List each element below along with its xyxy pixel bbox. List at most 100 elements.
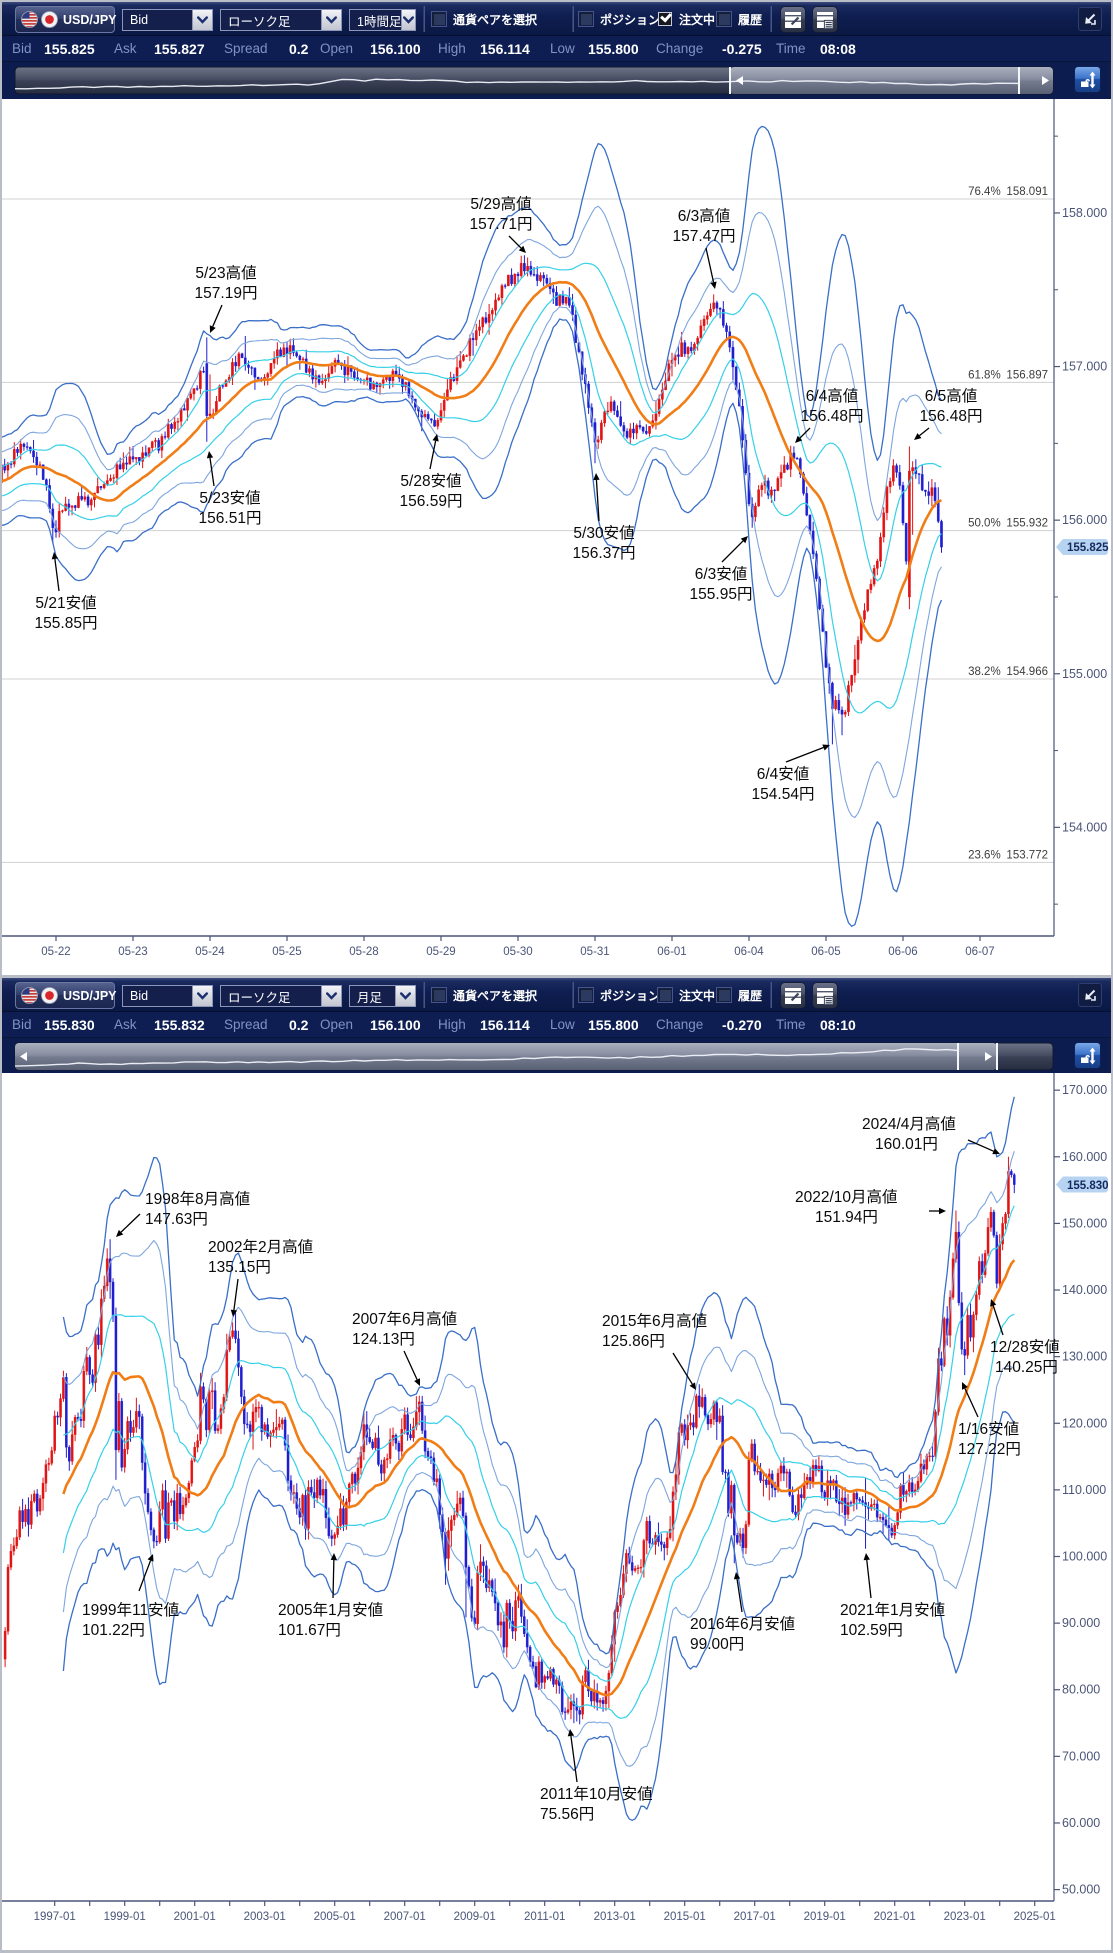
annotation-label: 2005年1月安値 (278, 1601, 383, 1619)
dock-corner-button[interactable] (1078, 7, 1102, 31)
annotation-label: 1999年11安値 (82, 1601, 179, 1619)
bollinger-band-line (2, 293, 942, 714)
position-checkbox[interactable]: ポジション (579, 985, 660, 1005)
annotation-label: 124.13円 (352, 1331, 415, 1348)
x-axis-label: 06-05 (811, 946, 840, 958)
current-price-text: 155.830 (1067, 1180, 1109, 1192)
annotation-arrowhead (206, 451, 214, 459)
list-window-button[interactable] (812, 982, 838, 1009)
select-pair-checkbox[interactable]: 通貨ペアを選択 (432, 9, 537, 29)
annotation-label: 140.25円 (995, 1359, 1058, 1376)
quote-label-ask: Ask (114, 1017, 137, 1032)
x-axis-label: 2009-01 (454, 1911, 496, 1923)
chart-type-dropdown[interactable]: ローソク足 (220, 9, 342, 31)
position-checkbox[interactable]: ポジション (579, 9, 660, 29)
annotation-label: 2002年2月高値 (208, 1238, 313, 1256)
chart-window-button[interactable] (780, 6, 806, 33)
annotation-label: 5/21安値 (35, 594, 96, 612)
y-axis-label: 140.000 (1062, 1283, 1107, 1297)
navigator-track[interactable] (2, 62, 1065, 97)
annotation-arrowhead (863, 1553, 870, 1561)
x-axis-label: 1999-01 (104, 1911, 146, 1923)
annotation-arrow (570, 1735, 578, 1783)
candle-wicks-up (7, 255, 933, 718)
history-checkbox[interactable]: 履歴 (717, 9, 762, 29)
y-axis-label: 90.000 (1062, 1616, 1100, 1630)
quote-value-spread: 0.2 (289, 40, 309, 57)
annotation-arrowhead (116, 1229, 124, 1237)
quote-bar: Bid 155.825 Ask 155.827 Spread 0.2 Open 156.100… (2, 36, 1111, 62)
annotation-label: 2024/4月高値 (862, 1115, 956, 1133)
annotation-arrow (992, 1305, 1004, 1336)
quote-value-spread: 0.2 (289, 1016, 309, 1033)
navigator-range-bar (957, 1043, 959, 1070)
quote-label-low: Low (550, 41, 575, 56)
annotation-arrow (919, 427, 930, 437)
divider (770, 6, 771, 32)
annotation-label: 5/29高値 (470, 195, 531, 213)
currency-pair-button[interactable]: USD/JPY (15, 982, 117, 1009)
quote-value-bid: 155.825 (44, 40, 95, 57)
history-checkbox[interactable]: 履歴 (717, 985, 762, 1005)
price-type-dropdown[interactable]: Bid (122, 9, 213, 31)
quote-value-change: -0.270 (722, 1016, 762, 1033)
currency-pair-button[interactable]: USD/JPY (15, 6, 117, 33)
jp-flag-icon (41, 986, 58, 1005)
annotation-arrowhead (795, 435, 803, 443)
annotation-label: 154.54円 (752, 786, 815, 803)
y-axis-label: 157.000 (1062, 360, 1107, 374)
annotation-label: 156.48円 (801, 408, 864, 425)
annotation-arrowhead (710, 281, 717, 289)
annotation-label: 156.37円 (573, 545, 636, 562)
open-orders-checkbox[interactable]: 注文中 (658, 985, 715, 1005)
annotation-arrowhead (209, 325, 216, 333)
open-orders-checkbox[interactable]: 注文中 (658, 9, 715, 29)
annotation-label: 125.86円 (602, 1333, 665, 1350)
annotation-label: 5/23高値 (195, 264, 256, 282)
bollinger-band-line (62, 1313, 1015, 1719)
price-type-dropdown[interactable]: Bid (122, 985, 213, 1007)
quote-value-high: 156.114 (480, 40, 530, 57)
x-axis-label: 2013-01 (594, 1911, 636, 1923)
chart-type-dropdown[interactable]: ローソク足 (220, 985, 342, 1007)
x-axis-label: 2007-01 (384, 1911, 426, 1923)
y-axis-label: 155.000 (1062, 667, 1107, 681)
x-axis-label: 2001-01 (174, 1911, 216, 1923)
quote-value-low: 155.800 (588, 1016, 639, 1033)
annotation-arrow (508, 235, 522, 249)
hourly-chart[interactable]: 76.4% 158.091 61.8% 156.897 50.0% 155.932 3… (2, 99, 1111, 975)
list-window-button[interactable] (812, 6, 838, 33)
chevron-down-icon (401, 10, 415, 30)
navigator-expand-button[interactable] (1074, 1042, 1101, 1069)
jp-flag-icon (41, 10, 58, 29)
dock-corner-button[interactable] (1078, 983, 1102, 1007)
quote-label-change: Change (656, 41, 704, 56)
quote-label-ask: Ask (114, 41, 137, 56)
y-axis-label: 70.000 (1062, 1749, 1100, 1763)
x-axis-label: 05-23 (118, 946, 147, 958)
currency-pair-label: USD/JPY (63, 12, 117, 27)
navigator-range-bar (1018, 67, 1020, 94)
navigator-arrow-right-icon (1042, 76, 1049, 85)
x-axis-label: 05-24 (195, 946, 225, 958)
timeframe-dropdown[interactable]: 1時間足 (349, 9, 416, 31)
bollinger-band-line (2, 306, 942, 819)
annotation-arrow (866, 1559, 872, 1599)
navigator-sparkline (14, 78, 1020, 90)
navigator-expand-button[interactable] (1074, 66, 1101, 93)
x-axis-label: 2019-01 (804, 1911, 846, 1923)
x-axis-label: 05-22 (41, 946, 70, 958)
monthly-chart[interactable]: 170.000 160.000 150.000 140.000 130.000 120.0… (2, 1073, 1111, 1950)
annotation-label: 127.22円 (958, 1441, 1021, 1458)
divider (770, 982, 771, 1008)
bollinger-band-line (62, 1365, 1015, 1767)
select-pair-checkbox[interactable]: 通貨ペアを選択 (432, 985, 537, 1005)
chart-window-button[interactable] (780, 982, 806, 1009)
quote-value-open: 156.100 (370, 1016, 421, 1033)
quote-label-time: Time (776, 1017, 806, 1032)
navigator-range-bar (996, 1043, 998, 1070)
timeframe-dropdown[interactable]: 月足 (349, 985, 416, 1007)
navigator-track[interactable] (2, 1038, 1065, 1073)
quote-value-change: -0.275 (722, 40, 762, 57)
annotation-arrowhead (230, 1309, 238, 1317)
